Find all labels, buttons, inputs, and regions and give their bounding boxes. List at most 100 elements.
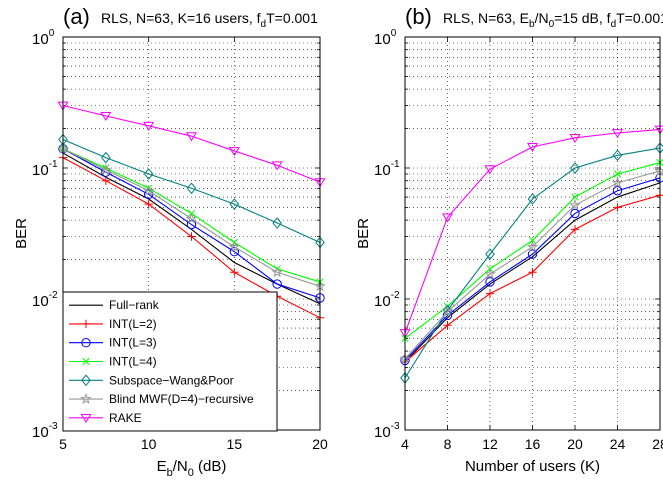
superscript: -3 xyxy=(391,421,400,432)
legend-label: INT(L=2) xyxy=(109,317,157,331)
series-line xyxy=(404,147,661,379)
legend: Full−rank INT(L=2) INT(L=3) INT(L=4) Subspac… xyxy=(62,291,278,432)
text-run: 10 xyxy=(374,424,391,441)
data-point xyxy=(484,165,496,175)
subscript: b xyxy=(529,19,535,30)
text-run: Number of users (K) xyxy=(465,458,600,475)
legend-entry: Subspace−Wang&Poor xyxy=(69,373,234,387)
text-run: T=0.001 xyxy=(616,10,663,26)
data-point xyxy=(570,208,580,219)
data-point xyxy=(569,133,581,143)
data-point xyxy=(527,193,538,205)
y-axis-label: BER xyxy=(355,218,372,249)
series-int-l-4- xyxy=(401,158,663,343)
superscript: 0 xyxy=(49,28,55,39)
x-tick-label: 20 xyxy=(312,436,328,452)
text-run: /N xyxy=(535,10,549,26)
x-axis-label: Eb​/N0​ (dB) xyxy=(157,458,227,479)
superscript: -1 xyxy=(49,159,58,170)
data-point xyxy=(100,163,112,175)
title-text: RLS, N=63, Eb​/N0​=15 dB, fd​T=0.001 xyxy=(443,10,663,30)
series-rake xyxy=(399,125,663,339)
legend-marker xyxy=(80,392,92,405)
x-tick-label: 8 xyxy=(444,436,452,452)
legend-entry: INT(L=4) xyxy=(69,355,157,369)
data-point xyxy=(185,132,198,142)
legend-label: INT(L=3) xyxy=(109,336,157,350)
panel-label: (a) xyxy=(63,4,90,29)
data-point xyxy=(272,217,283,229)
text-run: 10 xyxy=(32,424,49,441)
legend-marker xyxy=(82,357,90,366)
data-point xyxy=(143,168,154,180)
data-point xyxy=(230,268,239,277)
superscript: -2 xyxy=(49,290,58,301)
series-int-l-2- xyxy=(400,190,663,367)
series-line xyxy=(404,128,661,334)
data-point xyxy=(526,240,539,252)
data-point xyxy=(613,203,622,212)
x-tick-label: 20 xyxy=(567,436,583,452)
data-point xyxy=(143,121,155,131)
text-run: T=0.001 xyxy=(266,10,318,26)
y-tick-label: 10-3 xyxy=(374,421,400,441)
y-tick-label: 10-1 xyxy=(374,159,400,179)
data-point xyxy=(443,321,452,330)
data-point xyxy=(570,162,580,174)
panel-label: (b) xyxy=(405,4,432,29)
text-run: 10 xyxy=(32,162,49,179)
text-run: RLS, N=63, K=16 users, f xyxy=(101,10,261,26)
text-run: /N xyxy=(173,458,188,475)
series-int-l-3- xyxy=(400,173,663,366)
data-point xyxy=(570,225,580,234)
legend-marker xyxy=(81,374,91,387)
legend-marker xyxy=(81,319,91,329)
series-line xyxy=(404,182,661,363)
text-run: 10 xyxy=(32,31,49,48)
data-point xyxy=(612,186,623,196)
data-point xyxy=(528,236,537,245)
legend-label: Full−rank xyxy=(109,298,160,312)
x-tick-label: 10 xyxy=(141,436,157,452)
subscript: b xyxy=(167,467,173,479)
legend-label: Subspace−Wang&Poor xyxy=(109,373,234,387)
y-tick-label: 10-2 xyxy=(32,290,58,310)
data-point xyxy=(569,199,581,211)
x-tick-label: 28 xyxy=(652,436,663,452)
superscript: -2 xyxy=(391,290,400,301)
data-point xyxy=(441,305,454,317)
data-point xyxy=(485,277,495,287)
data-point xyxy=(144,199,153,209)
data-point xyxy=(101,176,111,185)
title-text: RLS, N=63, K=16 users, fd​T=0.001 xyxy=(101,10,318,30)
data-point xyxy=(485,289,495,298)
data-point xyxy=(186,182,197,195)
data-point xyxy=(484,267,496,279)
data-point xyxy=(654,164,663,176)
data-point xyxy=(612,149,623,162)
data-point xyxy=(611,129,624,139)
x-tick-label: 12 xyxy=(482,436,498,452)
series-full-rank xyxy=(404,182,661,363)
text-run: 10 xyxy=(32,293,49,310)
series-line xyxy=(404,170,661,360)
data-point xyxy=(271,161,283,171)
series-line xyxy=(62,148,321,287)
text-run: 10 xyxy=(374,31,391,48)
y-tick-label: 100 xyxy=(32,28,55,48)
plot-area xyxy=(399,125,663,384)
subscript: d xyxy=(611,19,617,30)
text-run: 10 xyxy=(374,162,391,179)
text-run: RLS, N=63, E xyxy=(443,10,529,26)
data-point xyxy=(229,198,240,210)
y-tick-label: 10-3 xyxy=(32,421,58,441)
text-run: (dB) xyxy=(194,458,227,475)
data-point xyxy=(611,176,624,188)
text-run: 10 xyxy=(374,293,391,310)
series-line xyxy=(62,139,321,243)
x-tick-label: 4 xyxy=(401,436,409,452)
superscript: -3 xyxy=(49,421,58,432)
